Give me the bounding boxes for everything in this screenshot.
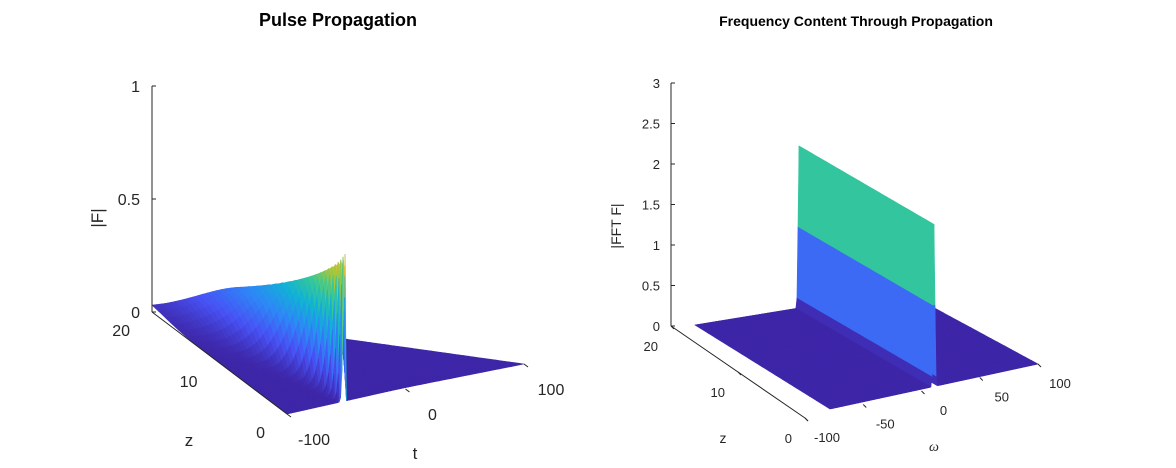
left-yaxis-tick-label: 10 (180, 374, 198, 391)
left-surface-patch (349, 375, 354, 380)
right-plot: Frequency Content Through Propagation 00… (608, 13, 1071, 455)
left-xaxis-tick-label: 0 (428, 407, 437, 424)
left-xlabel: t (413, 444, 418, 463)
left-surface-patch (350, 369, 355, 374)
left-xaxis-tick-label: 100 (538, 382, 565, 399)
left-zaxis-tick-label: 1 (131, 79, 140, 96)
left-surface-patch (347, 369, 351, 374)
left-ylabel: z (185, 431, 194, 450)
left-surface-patch (350, 363, 355, 368)
left-xaxis-tick-label: -100 (298, 432, 330, 449)
right-plot-title: Frequency Content Through Propagation (719, 13, 993, 29)
left-surface (151, 254, 525, 415)
left-surface-patch (350, 366, 355, 371)
left-yaxis-tick-label: 0 (256, 425, 265, 442)
left-surface-patch (347, 375, 351, 380)
left-yaxis-tick-label: 20 (112, 323, 130, 340)
right-surface (694, 145, 1039, 410)
left-surface-patch (350, 372, 354, 377)
left-zaxis-tick-label: 0.5 (118, 192, 140, 209)
left-plot-title: Pulse Propagation (259, 10, 417, 30)
left-surface-patch (347, 363, 352, 368)
left-surface-patch (347, 372, 351, 377)
left-zlabel: |F| (88, 208, 107, 227)
left-t-axis-line (151, 311, 288, 415)
left-xaxis-tick (523, 363, 529, 368)
left-zaxis-tick-label: 0 (131, 305, 140, 322)
left-surface-patch (347, 381, 351, 386)
left-surface-patch (347, 384, 351, 389)
left-surface-patch (347, 378, 351, 383)
left-surface-patch (347, 366, 352, 371)
left-xaxis-tick (286, 413, 292, 418)
left-xaxis-tick (405, 388, 410, 393)
